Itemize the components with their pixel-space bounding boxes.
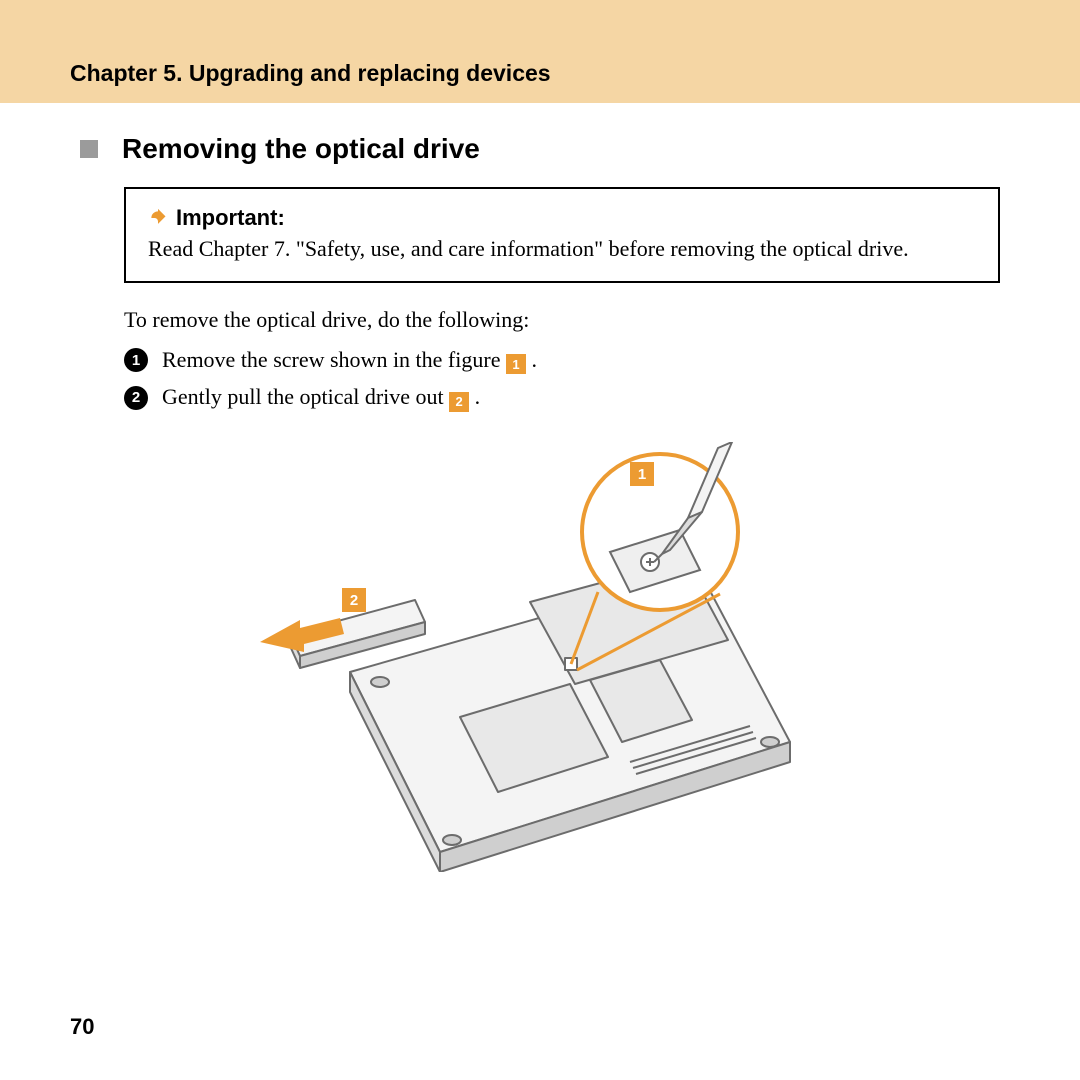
callout-badge: 1 [506, 354, 526, 374]
page-number: 70 [70, 1014, 94, 1040]
callout-1: 1 [630, 462, 654, 486]
note-heading: Important: [176, 205, 285, 231]
step-1: 1 Remove the screw shown in the figure 1… [124, 347, 1000, 375]
page-content: Removing the optical drive Important: Re… [0, 103, 1080, 872]
svg-text:2: 2 [350, 592, 358, 609]
section-heading: Removing the optical drive [80, 133, 1000, 165]
intro-text: To remove the optical drive, do the foll… [124, 307, 1000, 333]
section-title: Removing the optical drive [122, 133, 480, 165]
important-note: Important: Read Chapter 7. "Safety, use,… [124, 187, 1000, 283]
chapter-header: Chapter 5. Upgrading and replacing devic… [0, 0, 1080, 103]
square-bullet-icon [80, 140, 98, 158]
step-number-icon: 1 [124, 348, 148, 372]
figure: 1 2 [80, 442, 1000, 872]
callout-2: 2 [342, 588, 366, 612]
chapter-title: Chapter 5. Upgrading and replacing devic… [70, 60, 1020, 87]
callout-badge: 2 [449, 392, 469, 412]
arrow-right-icon [148, 208, 168, 228]
step-text: Gently pull the optical drive out 2 . [162, 384, 480, 412]
step-number-icon: 2 [124, 386, 148, 410]
laptop-diagram: 1 2 [230, 442, 850, 872]
svg-text:1: 1 [638, 466, 646, 483]
step-text: Remove the screw shown in the figure 1 . [162, 347, 537, 375]
note-body: Read Chapter 7. "Safety, use, and care i… [148, 235, 976, 263]
step-2: 2 Gently pull the optical drive out 2 . [124, 384, 1000, 412]
